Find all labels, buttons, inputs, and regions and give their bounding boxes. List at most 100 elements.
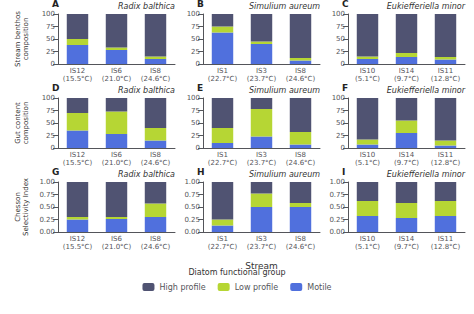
svg-text:0.75: 0.75 [329, 191, 345, 199]
svg-text:Radix balthica: Radix balthica [118, 170, 175, 179]
svg-text:IS6: IS6 [111, 151, 123, 159]
svg-text:IS12: IS12 [70, 235, 85, 243]
svg-text:(12.8°C): (12.8°C) [431, 159, 461, 167]
svg-text:50: 50 [46, 119, 55, 127]
svg-text:Eukiefferiella minor: Eukiefferiella minor [387, 170, 466, 179]
svg-text:0: 0 [51, 60, 55, 68]
svg-text:(5.1°C): (5.1°C) [355, 159, 380, 167]
svg-text:IS10: IS10 [360, 151, 375, 159]
svg-text:Eukiefferiella minor: Eukiefferiella minor [387, 2, 466, 11]
svg-text:0.00: 0.00 [184, 228, 200, 236]
svg-text:IS8: IS8 [295, 235, 306, 243]
svg-text:composition: composition [22, 18, 30, 61]
svg-text:50: 50 [336, 119, 345, 127]
svg-text:Gut content: Gut content [14, 102, 22, 144]
svg-text:100: 100 [332, 94, 345, 102]
svg-text:(21.0°C): (21.0°C) [102, 159, 132, 167]
svg-text:IS8: IS8 [295, 151, 306, 159]
svg-text:IS12: IS12 [70, 151, 85, 159]
svg-text:(12.8°C): (12.8°C) [431, 75, 461, 83]
svg-text:75: 75 [191, 23, 200, 31]
svg-text:(22.7°C): (22.7°C) [208, 159, 238, 167]
svg-text:0.25: 0.25 [329, 216, 345, 224]
svg-text:I: I [342, 167, 345, 177]
svg-text:IS1: IS1 [217, 151, 228, 159]
svg-text:IS8: IS8 [150, 151, 161, 159]
svg-text:75: 75 [46, 23, 55, 31]
svg-text:75: 75 [336, 107, 345, 115]
svg-text:IS10: IS10 [360, 67, 375, 75]
svg-text:0.75: 0.75 [184, 191, 200, 199]
svg-text:IS3: IS3 [256, 151, 267, 159]
svg-text:75: 75 [46, 107, 55, 115]
svg-text:25: 25 [336, 48, 345, 56]
svg-text:25: 25 [46, 132, 55, 140]
svg-text:(12.8°C): (12.8°C) [431, 243, 461, 251]
svg-text:(24.6°C): (24.6°C) [286, 159, 316, 167]
svg-text:(15.5°C): (15.5°C) [63, 159, 93, 167]
svg-text:G: G [52, 167, 59, 177]
svg-text:100: 100 [42, 10, 55, 18]
svg-text:1.00: 1.00 [39, 178, 55, 186]
svg-text:IS3: IS3 [256, 235, 267, 243]
svg-text:0.00: 0.00 [329, 228, 345, 236]
svg-text:(24.6°C): (24.6°C) [286, 75, 316, 83]
svg-text:F: F [342, 83, 348, 93]
svg-text:0.50: 0.50 [184, 203, 200, 211]
svg-text:Radix balthica: Radix balthica [118, 86, 175, 95]
svg-text:composition: composition [22, 102, 30, 145]
svg-text:0: 0 [196, 144, 200, 152]
svg-text:Simulium aureum: Simulium aureum [249, 86, 320, 95]
svg-text:(5.1°C): (5.1°C) [355, 75, 380, 83]
svg-text:75: 75 [336, 23, 345, 31]
svg-text:0.25: 0.25 [39, 216, 55, 224]
svg-text:IS14: IS14 [399, 67, 415, 75]
svg-text:(23.7°C): (23.7°C) [247, 159, 277, 167]
svg-text:(24.6°C): (24.6°C) [141, 159, 171, 167]
svg-text:25: 25 [191, 48, 200, 56]
svg-text:Chesson: Chesson [14, 192, 22, 222]
svg-text:(22.7°C): (22.7°C) [208, 243, 238, 251]
svg-text:25: 25 [46, 48, 55, 56]
svg-text:IS12: IS12 [70, 67, 85, 75]
svg-text:0.50: 0.50 [39, 203, 55, 211]
svg-text:(23.7°C): (23.7°C) [247, 75, 277, 83]
svg-text:100: 100 [332, 10, 345, 18]
svg-text:(23.7°C): (23.7°C) [247, 243, 277, 251]
svg-text:Selectivity Index: Selectivity Index [22, 178, 30, 236]
svg-text:IS11: IS11 [438, 151, 453, 159]
svg-text:(21.0°C): (21.0°C) [102, 243, 132, 251]
svg-text:Eukiefferiella minor: Eukiefferiella minor [387, 86, 466, 95]
svg-text:D: D [52, 83, 59, 93]
svg-text:(24.6°C): (24.6°C) [141, 243, 171, 251]
svg-text:1.00: 1.00 [329, 178, 345, 186]
svg-text:(21.0°C): (21.0°C) [102, 75, 132, 83]
svg-text:(22.7°C): (22.7°C) [208, 75, 238, 83]
svg-text:IS11: IS11 [438, 67, 453, 75]
svg-text:100: 100 [187, 94, 200, 102]
svg-text:Stream benthos: Stream benthos [14, 11, 22, 67]
svg-text:IS14: IS14 [399, 235, 415, 243]
svg-text:50: 50 [46, 35, 55, 43]
svg-text:IS6: IS6 [111, 67, 123, 75]
svg-text:(9.7°C): (9.7°C) [394, 75, 419, 83]
svg-text:50: 50 [336, 35, 345, 43]
svg-text:Radix balthica: Radix balthica [118, 2, 175, 11]
svg-text:(9.7°C): (9.7°C) [394, 159, 419, 167]
svg-text:A: A [52, 0, 59, 9]
svg-text:IS6: IS6 [111, 235, 123, 243]
svg-text:(15.5°C): (15.5°C) [63, 243, 93, 251]
svg-text:25: 25 [336, 132, 345, 140]
svg-text:25: 25 [191, 132, 200, 140]
svg-text:IS8: IS8 [150, 235, 161, 243]
svg-text:100: 100 [187, 10, 200, 18]
svg-text:(9.7°C): (9.7°C) [394, 243, 419, 251]
svg-text:0: 0 [51, 144, 55, 152]
svg-text:0: 0 [196, 60, 200, 68]
svg-text:50: 50 [191, 35, 200, 43]
svg-text:(24.6°C): (24.6°C) [141, 75, 171, 83]
svg-text:(24.6°C): (24.6°C) [286, 243, 316, 251]
svg-text:0.50: 0.50 [329, 203, 345, 211]
svg-text:0.00: 0.00 [39, 228, 55, 236]
svg-text:H: H [197, 167, 205, 177]
